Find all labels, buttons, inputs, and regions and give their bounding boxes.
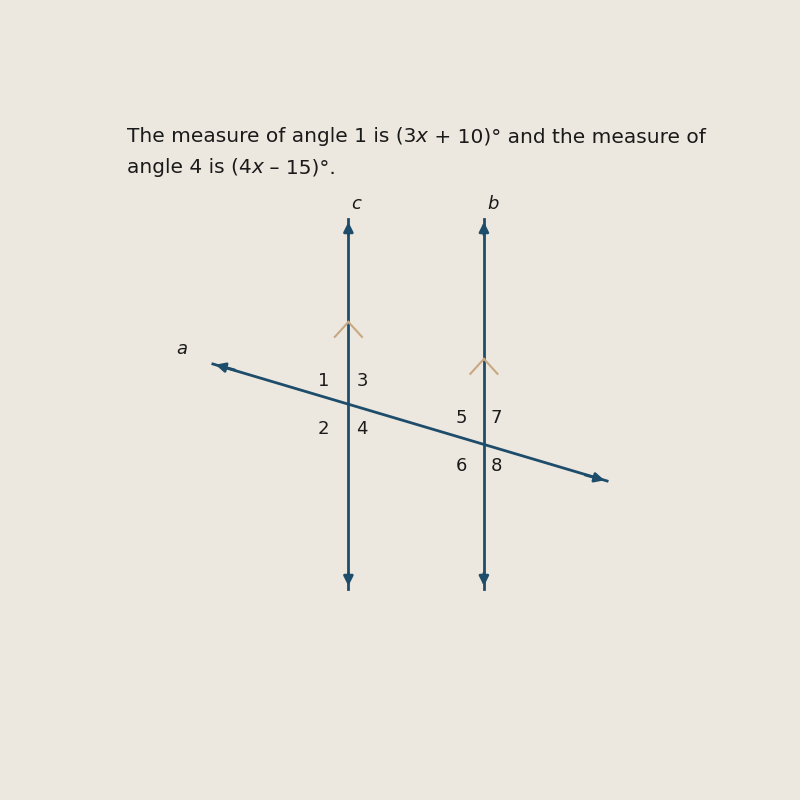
Text: b: b xyxy=(487,195,499,213)
Text: The measure of angle 1 is (3: The measure of angle 1 is (3 xyxy=(126,127,416,146)
Text: x: x xyxy=(251,158,263,177)
Text: 7: 7 xyxy=(490,409,502,426)
Text: angle 4 is (4: angle 4 is (4 xyxy=(126,158,251,177)
Text: 4: 4 xyxy=(356,420,368,438)
Text: – 15)°.: – 15)°. xyxy=(263,158,336,177)
Text: 1: 1 xyxy=(318,371,330,390)
Text: 6: 6 xyxy=(456,457,467,474)
Text: x: x xyxy=(416,127,428,146)
Text: 8: 8 xyxy=(490,457,502,474)
Text: + 10)° and the measure of: + 10)° and the measure of xyxy=(428,127,706,146)
Text: 2: 2 xyxy=(318,420,330,438)
Text: 3: 3 xyxy=(356,371,368,390)
Text: c: c xyxy=(351,195,362,213)
Text: a: a xyxy=(177,339,187,358)
Text: 5: 5 xyxy=(456,409,467,426)
